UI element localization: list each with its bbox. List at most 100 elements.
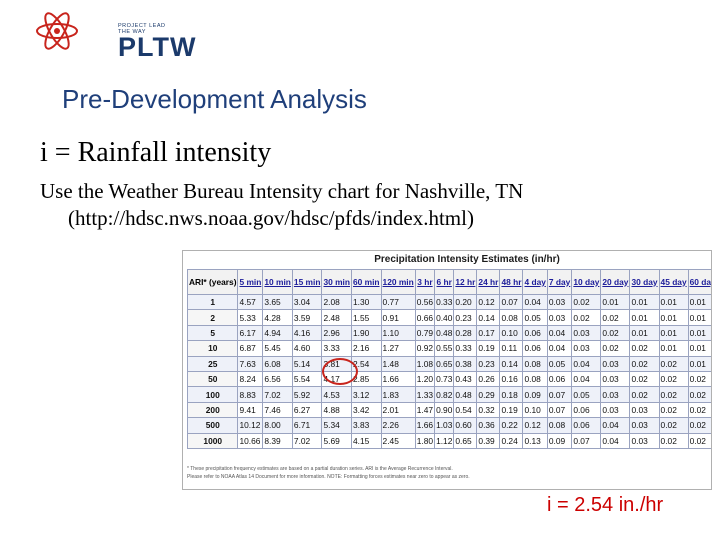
- header-duration[interactable]: 120 min: [380, 269, 416, 295]
- header-duration[interactable]: 10 min: [262, 269, 293, 295]
- header-duration[interactable]: 20 day: [600, 269, 631, 295]
- intensity-cell: 1.20: [414, 370, 436, 388]
- intensity-cell: 2.08: [321, 293, 352, 311]
- intensity-cell: 0.03: [629, 401, 660, 419]
- intensity-cell: 4.94: [262, 324, 293, 342]
- intensity-cell: 0.01: [687, 293, 711, 311]
- intensity-cell: 0.06: [546, 370, 573, 388]
- intensity-cell: 8.39: [262, 432, 293, 449]
- header-duration[interactable]: 3 hr: [414, 269, 436, 295]
- header-duration[interactable]: 15 min: [291, 269, 323, 295]
- intensity-cell: 0.02: [600, 324, 631, 342]
- intensity-table: ARI* (years) 5 min 10 min 15 min 30 min 60 mi…: [186, 269, 711, 449]
- intensity-cell: 1.10: [380, 324, 416, 342]
- intensity-cell: 0.02: [687, 432, 711, 449]
- intensity-cell: 0.03: [571, 324, 602, 342]
- intensity-cell: 5.45: [262, 340, 293, 357]
- ari-cell: 5: [186, 324, 239, 342]
- table-row: 50 8.24 6.56 5.54 4.17 2.85 1.66 1.20 0.73 0.43 0.…: [186, 370, 711, 388]
- ari-cell: 500: [186, 417, 239, 434]
- header-duration[interactable]: 60 day: [687, 269, 711, 295]
- header-duration[interactable]: 5 min: [237, 269, 264, 295]
- chart-title: Precipitation Intensity Estimates (in/hr…: [374, 254, 560, 265]
- header-duration[interactable]: 12 hr: [453, 269, 478, 295]
- intensity-cell: 8.83: [237, 386, 264, 403]
- intensity-cell: 3.04: [291, 293, 323, 311]
- intensity-cell: 0.28: [453, 324, 478, 342]
- table-row: 1 4.57 3.65 3.04 2.08 1.30 0.77 0.56 0.33 0.20 0.1…: [186, 293, 711, 311]
- intensity-cell: 0.08: [499, 309, 524, 326]
- intensity-cell: 3.42: [351, 401, 382, 419]
- header-duration[interactable]: 48 hr: [499, 269, 524, 295]
- intensity-cell: 2.45: [380, 432, 416, 449]
- intensity-cell: 3.83: [351, 417, 382, 434]
- intensity-cell: 4.88: [321, 401, 352, 419]
- intensity-cell: 0.03: [629, 417, 660, 434]
- intensity-cell: 0.18: [499, 386, 524, 403]
- intensity-cell: 0.02: [658, 401, 689, 419]
- intensity-cell: 0.24: [499, 432, 524, 449]
- header-duration[interactable]: 30 day: [629, 269, 660, 295]
- intensity-cell: 0.04: [546, 340, 573, 357]
- intensity-cell: 0.06: [571, 401, 602, 419]
- intensity-cell: 0.01: [629, 309, 660, 326]
- slide-title: Pre-Development Analysis: [62, 84, 367, 114]
- intensity-cell: 1.80: [414, 432, 436, 449]
- intensity-cell: 0.19: [476, 340, 501, 357]
- intensity-cell: 0.06: [571, 417, 602, 434]
- header-duration[interactable]: 24 hr: [476, 269, 501, 295]
- table-row: 2 5.33 4.28 3.59 2.48 1.55 0.91 0.66 0.40 0.23 0.1…: [186, 309, 711, 326]
- intensity-cell: 0.65: [453, 432, 478, 449]
- intensity-cell: 3.12: [351, 386, 382, 403]
- intensity-cell: 0.04: [571, 355, 602, 372]
- intensity-cell: 8.24: [237, 370, 264, 388]
- intensity-cell: 0.12: [476, 293, 501, 311]
- intensity-cell: 0.02: [658, 355, 689, 372]
- intensity-cell: 0.02: [658, 417, 689, 434]
- ari-cell: 10: [186, 340, 239, 357]
- intensity-cell: 0.29: [476, 386, 501, 403]
- table-row: 100 8.83 7.02 5.92 4.53 3.12 1.83 1.33 0.82 0.48 0…: [186, 386, 711, 403]
- header-duration[interactable]: 60 min: [351, 269, 382, 295]
- intensity-cell: 2.01: [380, 401, 416, 419]
- intensity-cell: 0.01: [687, 309, 711, 326]
- intensity-cell: 0.02: [571, 293, 602, 311]
- intensity-cell: 0.79: [414, 324, 436, 342]
- intensity-cell: 0.02: [600, 309, 631, 326]
- intensity-cell: 0.04: [522, 293, 548, 311]
- intensity-cell: 1.47: [414, 401, 436, 419]
- intensity-cell: 0.23: [476, 355, 501, 372]
- intensity-cell: 10.66: [237, 432, 264, 449]
- header-duration[interactable]: 4 day: [522, 269, 548, 295]
- header-duration[interactable]: 10 day: [571, 269, 602, 295]
- intensity-cell: 0.04: [600, 417, 631, 434]
- intensity-cell: 0.13: [522, 432, 548, 449]
- intensity-cell: 0.02: [571, 309, 602, 326]
- intensity-cell: 0.02: [629, 355, 660, 372]
- intensity-cell: 0.02: [687, 417, 711, 434]
- intensity-cell: 0.04: [571, 370, 602, 388]
- intensity-cell: 1.03: [434, 417, 455, 434]
- header-duration[interactable]: 7 day: [546, 269, 573, 295]
- intensity-cell: 0.10: [499, 324, 524, 342]
- intensity-cell: 0.03: [546, 293, 573, 311]
- intensity-cell: 0.39: [476, 432, 501, 449]
- header-duration[interactable]: 6 hr: [434, 269, 455, 295]
- intensity-cell: 0.17: [476, 324, 501, 342]
- intensity-cell: 0.77: [380, 293, 416, 311]
- intensity-cell: 0.07: [499, 293, 524, 311]
- intensity-cell: 0.73: [434, 370, 455, 388]
- intensity-cell: 0.33: [453, 340, 478, 357]
- intensity-cell: 0.01: [658, 293, 689, 311]
- intensity-cell: 0.03: [571, 340, 602, 357]
- intensity-cell: 0.48: [453, 386, 478, 403]
- intensity-cell: 0.02: [687, 401, 711, 419]
- intensity-cell: 5.54: [291, 370, 323, 388]
- intensity-cell: 8.00: [262, 417, 293, 434]
- intensity-cell: 0.07: [571, 432, 602, 449]
- intensity-cell: 0.91: [380, 309, 416, 326]
- header-duration[interactable]: 30 min: [321, 269, 352, 295]
- intensity-cell: 0.16: [499, 370, 524, 388]
- header-duration[interactable]: 45 day: [658, 269, 689, 295]
- pltw-logo: PROJECT LEAD THE WAY PLTW: [34, 8, 195, 62]
